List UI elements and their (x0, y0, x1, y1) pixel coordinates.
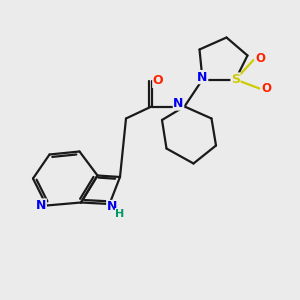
Text: H: H (116, 208, 124, 219)
Text: N: N (197, 70, 208, 84)
Text: N: N (173, 97, 184, 110)
Text: O: O (255, 52, 265, 65)
Text: N: N (36, 199, 46, 212)
Text: O: O (153, 74, 164, 88)
Text: N: N (107, 200, 117, 214)
Text: S: S (231, 73, 240, 86)
Text: O: O (261, 82, 271, 95)
